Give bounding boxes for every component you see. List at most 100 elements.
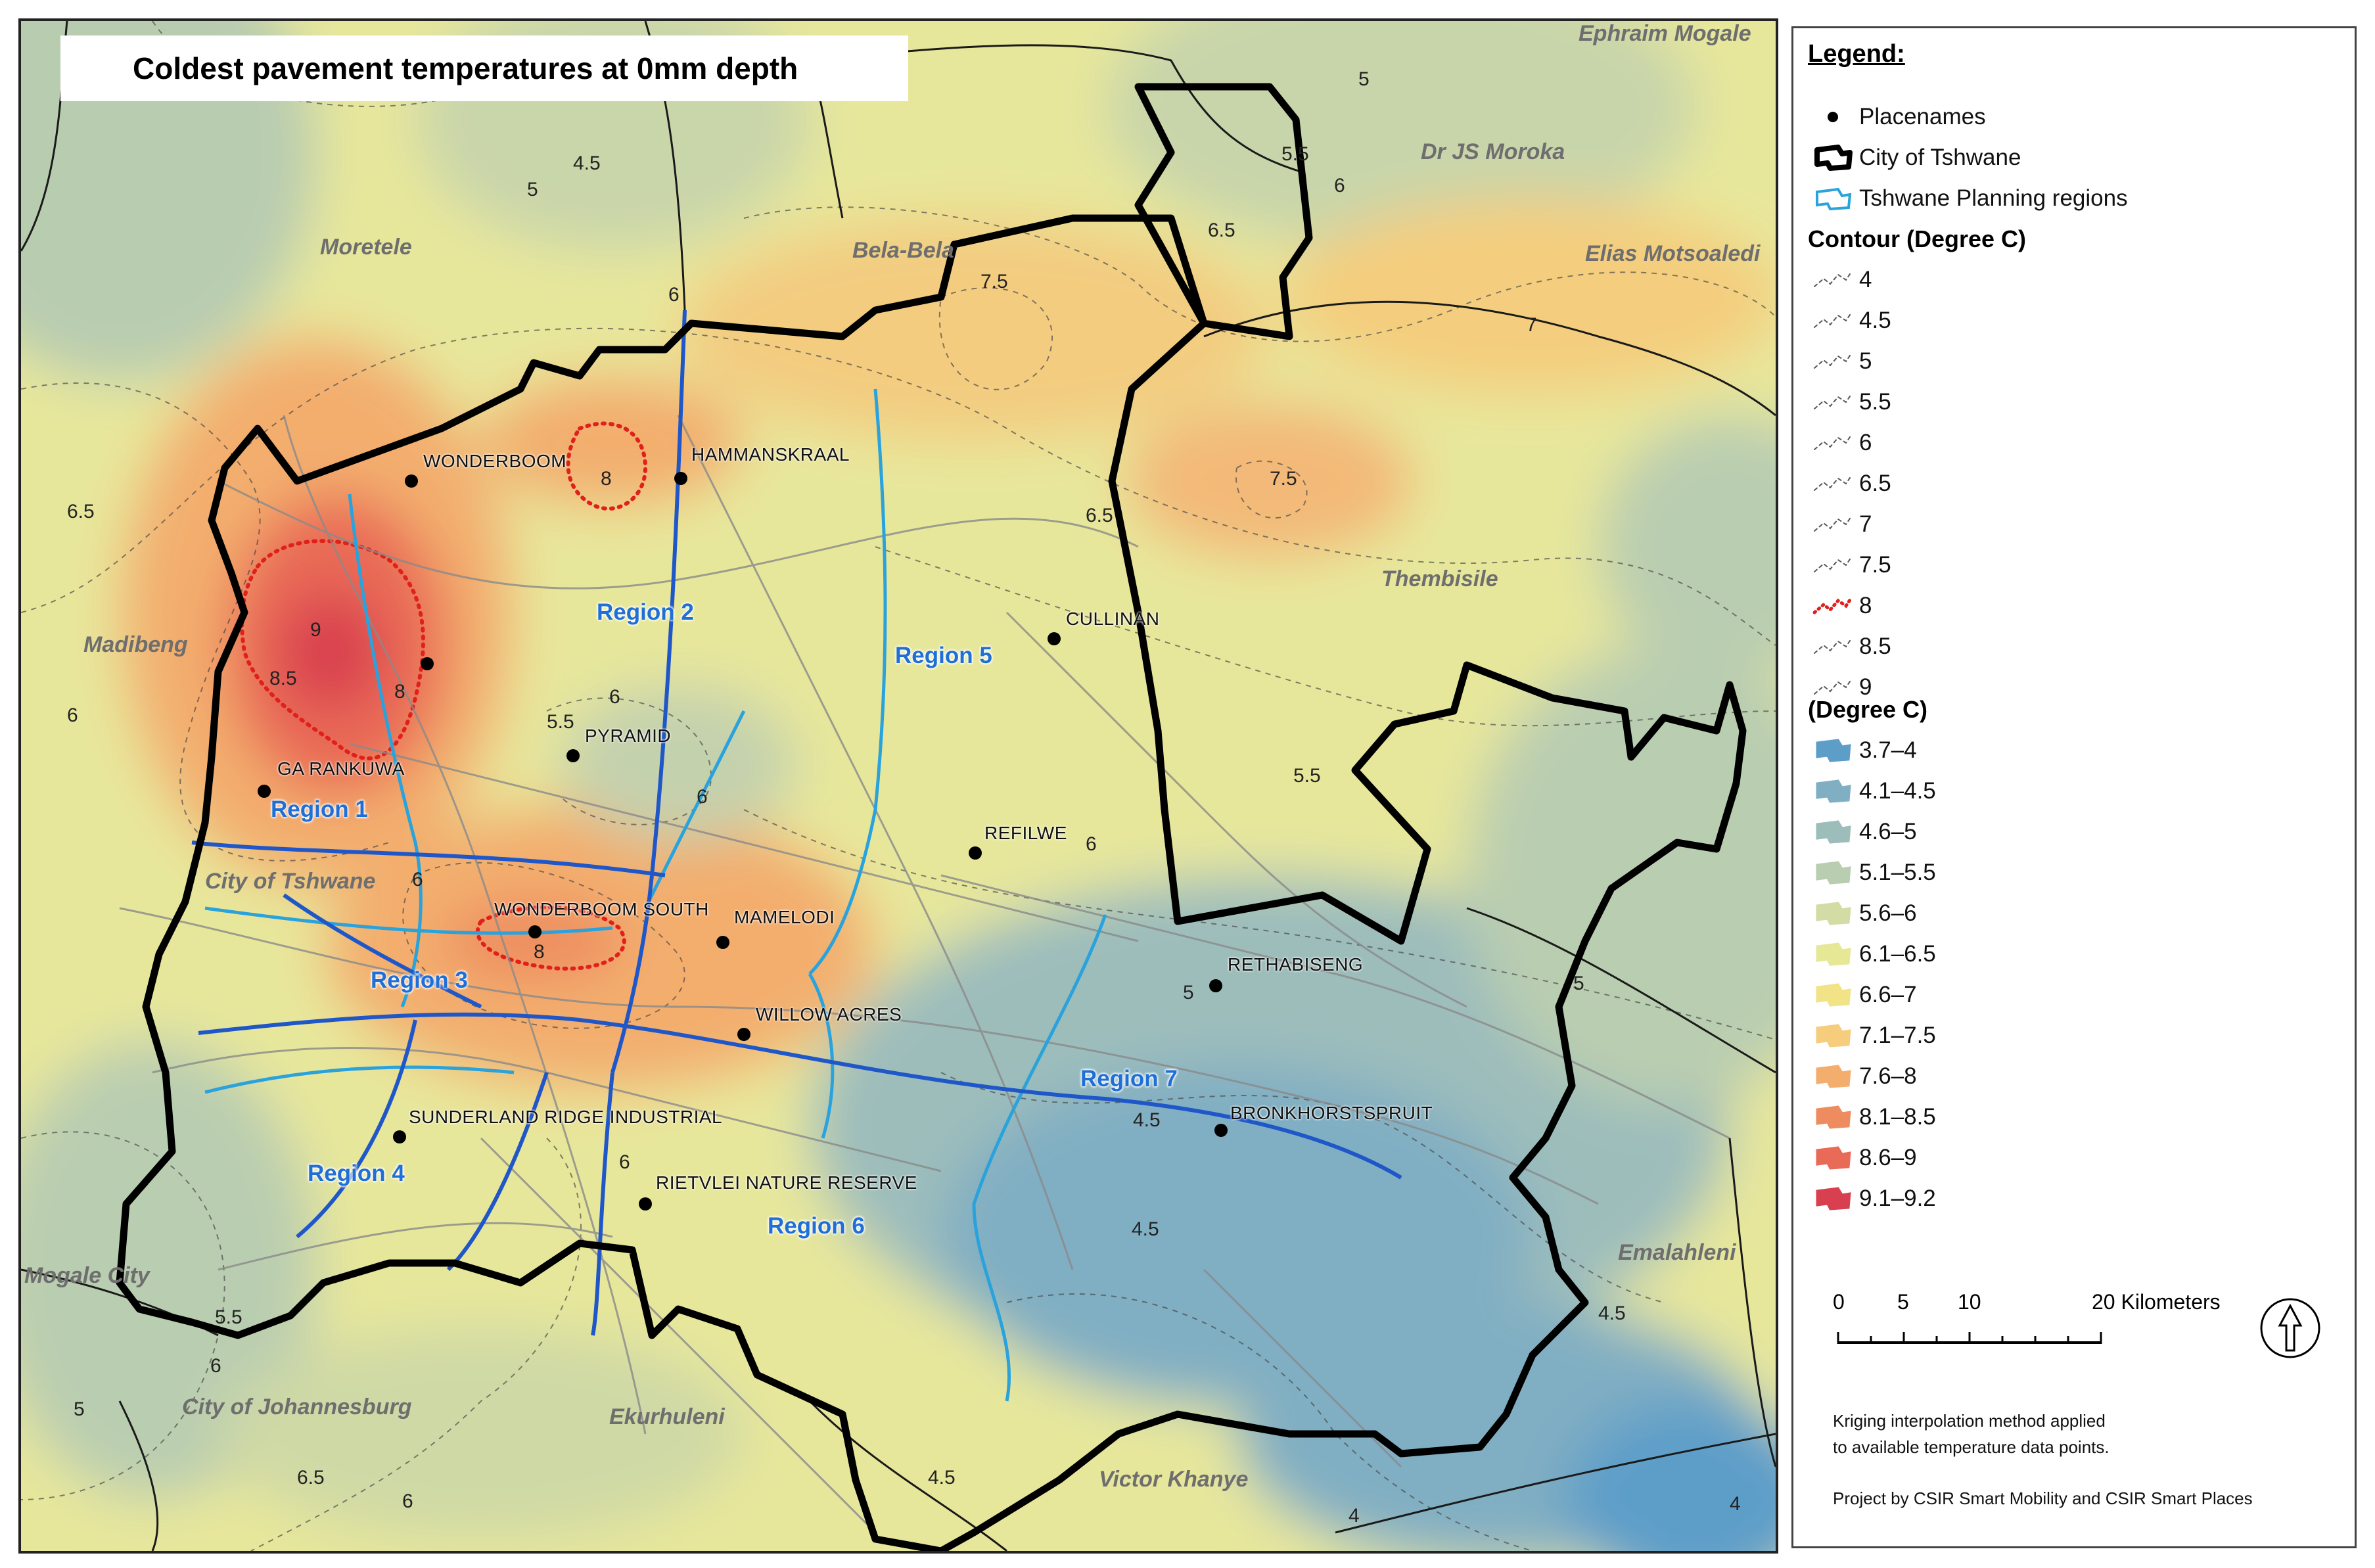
- contour-line-icon: [1812, 596, 1853, 614]
- class-legend-label: 5.6–6: [1859, 900, 1917, 926]
- contour-line-icon: [1814, 394, 1852, 409]
- map-title: Coldest pavement temperatures at 0mm dep…: [60, 35, 908, 101]
- contour-label: 6: [1334, 175, 1345, 196]
- contour-label: 6: [609, 686, 620, 708]
- area-label: Elias Motsoaledi: [1585, 241, 1761, 266]
- placename-label: PYRAMID: [585, 726, 672, 746]
- contour-label: 6: [412, 869, 423, 890]
- north-arrow-icon: [2260, 1298, 2320, 1358]
- area-label: City of Johannesburg: [182, 1395, 412, 1419]
- contour-label: 4.5: [573, 152, 601, 174]
- legend-city-label: City of Tshwane: [1859, 145, 2021, 170]
- municipal-boundaries: [21, 21, 1776, 1551]
- contour-line-icon: [1814, 638, 1852, 654]
- contour-label: 6.5: [1208, 219, 1235, 241]
- region-label: Region 4: [308, 1161, 405, 1186]
- contour-legend-label: 5.5: [1859, 389, 1891, 415]
- class-legend-item: 5.1–5.5: [1807, 856, 1936, 889]
- placename-dot[interactable]: [1048, 632, 1061, 645]
- placename-dot[interactable]: [421, 657, 434, 670]
- placename-dot[interactable]: [674, 472, 687, 485]
- contour-label: 5.5: [547, 711, 574, 733]
- contour-label: 6: [67, 704, 78, 726]
- contour-legend-item: 8: [1807, 589, 1872, 622]
- map-frame[interactable]: Coldest pavement temperatures at 0mm dep…: [18, 18, 1778, 1554]
- placename-dot[interactable]: [258, 785, 271, 798]
- contour-label: 9: [310, 619, 321, 641]
- contour-label: 6: [210, 1355, 221, 1377]
- contour-legend-label: 8: [1859, 593, 1872, 618]
- method-note-line2: to available temperature data points.: [1833, 1437, 2110, 1457]
- contour-label: 6: [619, 1151, 630, 1173]
- area-label: Moretele: [320, 235, 412, 260]
- contour-label: 5.5: [215, 1306, 242, 1328]
- placename-symbol-icon: [1828, 112, 1838, 122]
- class-swatch-icon: [1816, 1146, 1851, 1170]
- contour-label: 4.5: [1598, 1303, 1626, 1324]
- area-label: Ekurhuleni: [609, 1404, 725, 1429]
- contour-label: 6.5: [1086, 505, 1113, 526]
- placename-dot[interactable]: [716, 936, 729, 949]
- contour-label: 4: [1730, 1493, 1741, 1515]
- placename-dot[interactable]: [639, 1197, 652, 1211]
- contour-line-icon: [1814, 475, 1852, 491]
- area-label: Emalahleni: [1618, 1240, 1736, 1265]
- contour-legend-label: 4: [1859, 267, 1872, 292]
- contour-label: 6: [402, 1490, 413, 1512]
- region-label: Region 7: [1080, 1066, 1178, 1092]
- contour-legend-label: 4.5: [1859, 308, 1891, 333]
- placename-dot[interactable]: [566, 749, 580, 762]
- placename-dot[interactable]: [393, 1130, 406, 1143]
- placename-label: SUNDERLAND RIDGE INDUSTRIAL: [409, 1107, 723, 1127]
- placename-dot[interactable]: [1214, 1124, 1228, 1137]
- contour-legend-item: 5: [1807, 345, 1872, 378]
- placename-dot[interactable]: [405, 474, 418, 488]
- placename-dot[interactable]: [737, 1028, 750, 1041]
- contour-label: 5: [1573, 973, 1584, 994]
- method-note-line1: Kriging interpolation method applied: [1833, 1411, 2106, 1431]
- class-legend-label: 4.1–4.5: [1859, 778, 1936, 804]
- class-legend-label: 3.7–4: [1859, 737, 1917, 763]
- placename-label: BRONKHORSTSPRUIT: [1230, 1103, 1433, 1123]
- class-legend-label: 4.6–5: [1859, 819, 1917, 844]
- class-legend-item: 8.1–8.5: [1807, 1101, 1936, 1134]
- contour-label: 6.5: [67, 501, 95, 522]
- contour-line-icon: [1814, 271, 1852, 287]
- placename-dot[interactable]: [1209, 979, 1222, 992]
- contour-label: 4.5: [1132, 1218, 1159, 1240]
- legend-planning-label: Tshwane Planning regions: [1859, 185, 2128, 211]
- contour-label: 6: [1086, 833, 1097, 855]
- contour-line-icon: [1814, 557, 1852, 572]
- placename-dot[interactable]: [969, 846, 982, 860]
- placename-label: CULLINAN: [1066, 609, 1160, 629]
- contour-line-icon: [1814, 516, 1852, 532]
- contour-line-icon: [1814, 353, 1852, 369]
- class-swatch-icon: [1816, 1187, 1851, 1211]
- scale-label: 10: [1958, 1290, 1981, 1314]
- contour-line-icon: [1814, 434, 1852, 450]
- contour-label: 7.5: [980, 271, 1008, 292]
- legend-title: Legend:: [1808, 40, 1905, 68]
- contour-label: 4.5: [1133, 1109, 1161, 1131]
- scale-label: 0: [1833, 1290, 1845, 1314]
- area-label: Bela-Bela: [852, 238, 954, 263]
- road-network: [119, 415, 1730, 1534]
- legend-panel: Legend: Placenames City of Tshwane Tshwa…: [1791, 26, 2357, 1548]
- class-swatch-icon: [1816, 942, 1851, 966]
- contour-heading: Contour (Degree C): [1808, 225, 2026, 252]
- legend-planning: Tshwane Planning regions: [1807, 182, 2128, 215]
- legend-city: City of Tshwane: [1807, 141, 2021, 174]
- contour-legend-item: 7: [1807, 508, 1872, 541]
- placename-dot[interactable]: [528, 925, 542, 938]
- class-legend-item: 7.6–8: [1807, 1060, 1917, 1093]
- contour-label: 8: [601, 468, 612, 490]
- class-legend-label: 8.1–8.5: [1859, 1104, 1936, 1130]
- contour-legend-item: 4.5: [1807, 304, 1891, 337]
- highways: [191, 310, 1402, 1336]
- credit-note: Project by CSIR Smart Mobility and CSIR …: [1833, 1488, 2253, 1508]
- placename-label: RIETVLEI NATURE RESERVE: [656, 1172, 917, 1193]
- placename-label: RETHABISENG: [1228, 954, 1364, 975]
- class-legend-item: 6.6–7: [1807, 979, 1917, 1011]
- contour-legend-item: 6: [1807, 427, 1872, 459]
- fill-heading: (Degree C): [1808, 696, 1928, 723]
